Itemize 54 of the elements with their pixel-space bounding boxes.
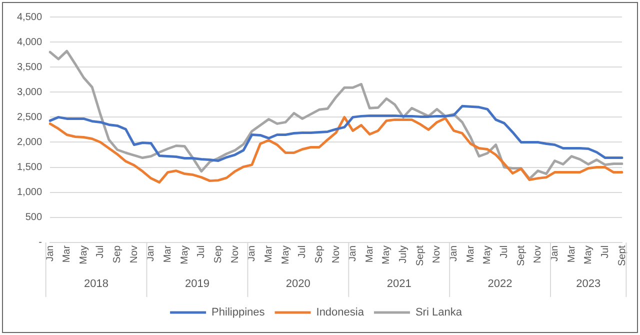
x-tick-label: Sep [213, 244, 224, 264]
y-tick-label: 1,000 [16, 187, 42, 198]
text: 2019 [184, 278, 210, 290]
x-tick-label: Mar [566, 244, 578, 263]
x-tick-label: Jul [600, 245, 611, 258]
x-tick-label: May [482, 245, 494, 264]
x-tick-label: May [280, 245, 292, 264]
x-tick-label: Mar [465, 244, 476, 263]
x-tick-label: Jan [246, 245, 258, 262]
y-tick-label: 4,000 [16, 36, 42, 48]
x-tick-label: Jul [297, 245, 308, 258]
x-tick-label: Sept [414, 245, 426, 266]
x-tick-label: Jan [549, 245, 560, 262]
x-tick-label: Mar [364, 244, 376, 263]
x-tick-label: July [398, 245, 410, 264]
x-tick-label: Sept [616, 245, 628, 266]
x-tick-label: Jan [146, 245, 157, 262]
y-tick-label: 1,500 [16, 162, 42, 174]
x-tick-label: Sept [516, 245, 527, 266]
x-tick-label: Jan [348, 245, 359, 262]
x-tick-label: May [381, 245, 392, 264]
x-tick-label: Nov [128, 245, 140, 264]
y-tick-label: 500 [25, 212, 42, 224]
x-tick-label: Jul [95, 245, 106, 258]
legend-label: Sri Lanka [415, 306, 463, 319]
y-tick-label: 2,500 [16, 112, 42, 123]
y-tick-label: 4,500 [16, 12, 42, 23]
y-tick-label: - [38, 237, 42, 248]
x-tick-label: Mar [162, 244, 174, 263]
x-tick-label: Jul [498, 245, 510, 258]
legend-label: Indonesia [316, 306, 365, 319]
x-tick-label: Nov [330, 245, 342, 264]
x-tick-label: May [78, 245, 90, 264]
x-tick-label: Mar [62, 244, 73, 263]
x-tick-label: Jul [196, 245, 208, 258]
x-tick-label: Nov [230, 245, 241, 264]
x-tick-label: May [179, 245, 190, 264]
y-tick-label: 2,000 [16, 136, 42, 148]
text: 2020 [286, 278, 310, 290]
text: 2022 [488, 278, 512, 290]
x-tick-label: Sep [314, 244, 325, 264]
x-tick-label: Jan [44, 245, 56, 262]
x-tick-label: Jan [448, 245, 460, 262]
x-tick-label: Sep [112, 244, 124, 264]
legend-label: Philippines [212, 306, 266, 319]
text: 2018 [84, 278, 109, 290]
y-tick-label: 3,500 [16, 62, 42, 73]
x-tick-label: May [583, 245, 594, 264]
x-tick-label: Nov [432, 245, 443, 264]
text: 2021 [386, 278, 412, 290]
x-tick-label: Nov [532, 245, 544, 264]
y-tick-label: 3,000 [16, 86, 42, 98]
x-tick-label: Mar [263, 244, 274, 263]
text: 2023 [576, 278, 601, 290]
